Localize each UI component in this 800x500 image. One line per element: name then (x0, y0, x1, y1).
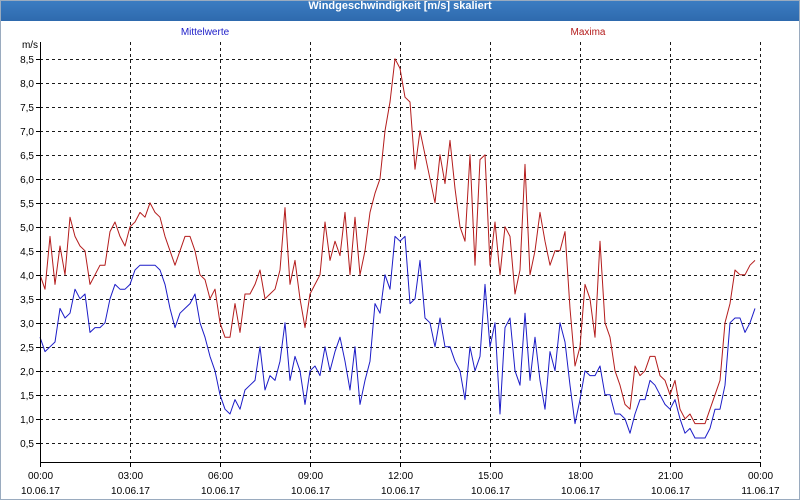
y-tick-label: 5,5 (20, 199, 34, 210)
label-layer: m/s Mittelwerte Maxima 0,5 1,0 1,5 2,0 2,5 3,… (20, 27, 780, 497)
x-tick-date-label: 10.06.17 (291, 486, 330, 497)
x-tick-date-label: 10.06.17 (111, 486, 150, 497)
y-tick-label: 7,5 (20, 103, 34, 114)
y-tick-label: 2,0 (20, 367, 34, 378)
y-axis-unit-label: m/s (22, 40, 38, 51)
x-tick-time-label: 00:00 (28, 471, 53, 482)
y-tick-label: 0,5 (20, 439, 34, 450)
y-tick-label: 1,0 (20, 415, 34, 426)
window-title-bar: Windgeschwindigkeit [m/s] skaliert (0, 0, 800, 21)
x-tick-time-label: 03:00 (118, 471, 143, 482)
y-tick-label: 8,0 (20, 79, 34, 90)
x-tick-date-label: 11.06.17 (741, 486, 780, 497)
legend-label-mittelwerte: Mittelwerte (181, 27, 230, 38)
x-tick-date-label: 10.06.17 (471, 486, 510, 497)
y-tick-label: 2,5 (20, 343, 34, 354)
x-tick-date-label: 10.06.17 (201, 486, 240, 497)
series-line-mittelwerte (39, 235, 756, 439)
x-tick-date-label: 10.06.17 (651, 486, 690, 497)
x-tick-time-label: 09:00 (298, 471, 323, 482)
y-tick-label: 6,5 (20, 151, 34, 162)
y-tick-label: 1,5 (20, 391, 34, 402)
x-tick-time-label: 21:00 (658, 471, 683, 482)
y-tick-label: 5,0 (20, 223, 34, 234)
axis-layer (36, 42, 761, 467)
y-tick-label: 7,0 (20, 127, 34, 138)
series-layer (39, 58, 756, 439)
x-tick-date-label: 10.06.17 (21, 486, 60, 497)
x-tick-time-label: 06:00 (208, 471, 233, 482)
x-tick-time-label: 18:00 (568, 471, 593, 482)
y-tick-label: 4,0 (20, 271, 34, 282)
x-tick-time-label: 00:00 (748, 471, 773, 482)
y-tick-label: 6,0 (20, 175, 34, 186)
chart-title: Windgeschwindigkeit [m/s] skaliert (308, 0, 492, 12)
x-tick-date-label: 10.06.17 (561, 486, 600, 497)
y-tick-label: 3,5 (20, 295, 34, 306)
x-tick-time-label: 12:00 (388, 471, 413, 482)
y-tick-label: 3,0 (20, 319, 34, 330)
grid-layer (40, 42, 761, 462)
y-tick-label: 8,5 (20, 55, 34, 66)
x-tick-time-label: 15:00 (478, 471, 503, 482)
legend-label-maxima: Maxima (570, 27, 605, 38)
series-line-maxima (39, 58, 756, 425)
y-tick-label: 4,5 (20, 247, 34, 258)
x-tick-date-label: 10.06.17 (381, 486, 420, 497)
